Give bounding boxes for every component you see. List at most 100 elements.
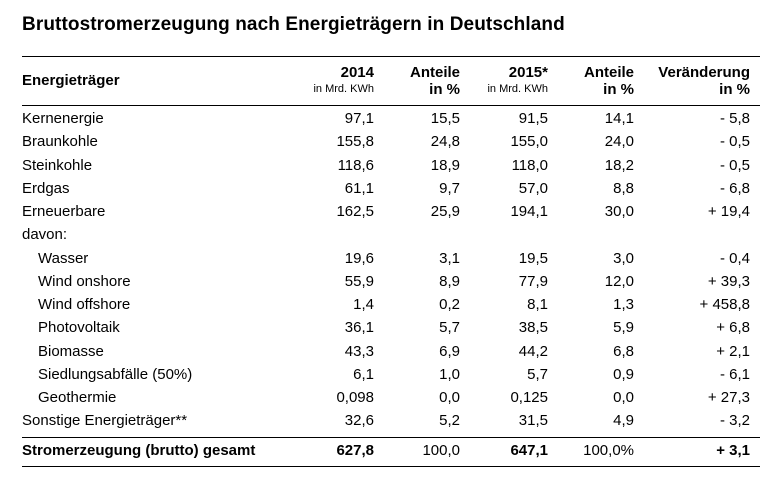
row-change: + 27,3 bbox=[707, 389, 750, 406]
table-row: Sonstige Energieträger** 32,6 5,2 31,5 4,9 - … bbox=[0, 410, 776, 432]
row-label: Kernenergie bbox=[22, 110, 104, 127]
row-anteil-2015: 3,0 bbox=[613, 249, 634, 267]
table-row: Erneuerbare 162,5 25,9 194,1 30,0 + 19,4 bbox=[0, 201, 776, 223]
row-label: Braunkohle bbox=[22, 133, 98, 151]
row-label: Steinkohle bbox=[22, 156, 93, 174]
header-anteile-2015: Anteile in % bbox=[584, 64, 634, 98]
row-change: - 5,8 bbox=[719, 110, 750, 127]
total-2015: 647,1 bbox=[510, 442, 548, 459]
row-anteil-2015: 6,8 bbox=[613, 342, 634, 360]
row-value-2015: 194,1 bbox=[510, 203, 548, 220]
row-anteil-2014: 5,2 bbox=[439, 412, 460, 430]
row-change: + 458,8 bbox=[699, 296, 750, 313]
header-2014-unit: in Mrd. KWh bbox=[313, 83, 374, 95]
row-anteil-2015: 24,0 bbox=[604, 133, 634, 151]
row-anteil-2014: 3,1 bbox=[439, 249, 460, 267]
header-2014: 2014 in Mrd. KWh bbox=[313, 64, 374, 96]
table-row: Steinkohle 118,6 18,9 118,0 18,2 - 0,5 bbox=[0, 155, 776, 177]
table-row: Wind offshore 1,4 0,2 8,1 1,3 + 458,8 bbox=[0, 294, 776, 316]
total-label: Stromerzeugung (brutto) gesamt bbox=[22, 442, 256, 459]
header-veraenderung-line2: in % bbox=[719, 81, 750, 98]
row-value-2014: 97,1 bbox=[344, 110, 374, 127]
row-value-2014: 6,1 bbox=[353, 365, 374, 383]
header-veraenderung-line1: Veränderung bbox=[658, 64, 750, 81]
row-anteil-2015: 30,0 bbox=[604, 203, 634, 220]
row-change: - 0,5 bbox=[719, 133, 750, 151]
row-anteil-2015: 0,9 bbox=[613, 365, 634, 383]
row-anteil-2014: 24,8 bbox=[430, 133, 460, 151]
row-anteil-2015: 5,9 bbox=[613, 319, 634, 337]
row-value-2015: 19,5 bbox=[518, 249, 548, 267]
header-energietraeger: Energieträger bbox=[22, 72, 120, 89]
table-row: davon: bbox=[0, 224, 776, 246]
top-rule bbox=[22, 56, 760, 57]
table-row: Siedlungsabfälle (50%) 6,1 1,0 5,7 0,9 - 6,1 bbox=[0, 364, 776, 386]
row-anteil-2015: 4,9 bbox=[613, 412, 634, 430]
row-anteil-2014: 8,9 bbox=[439, 272, 460, 290]
header-anteile-2014-line2: in % bbox=[429, 81, 460, 98]
row-change: - 6,8 bbox=[719, 179, 750, 197]
row-label: Erdgas bbox=[22, 179, 70, 197]
row-value-2015: 57,0 bbox=[518, 179, 548, 197]
table-row: Geothermie 0,098 0,0 0,125 0,0 + 27,3 bbox=[0, 387, 776, 409]
table-row: Biomasse 43,3 6,9 44,2 6,8 + 2,1 bbox=[0, 341, 776, 363]
table-row: Braunkohle 155,8 24,8 155,0 24,0 - 0,5 bbox=[0, 131, 776, 153]
total-rule bbox=[22, 437, 760, 438]
table-row: Kernenergie 97,1 15,5 91,5 14,1 - 5,8 bbox=[0, 108, 776, 130]
row-value-2014: 19,6 bbox=[344, 249, 374, 267]
row-anteil-2014: 0,2 bbox=[439, 296, 460, 313]
row-value-2014: 61,1 bbox=[344, 179, 374, 197]
row-label: Geothermie bbox=[38, 389, 117, 406]
row-change: + 6,8 bbox=[716, 319, 750, 337]
row-anteil-2015: 8,8 bbox=[613, 179, 634, 197]
row-value-2015: 118,0 bbox=[511, 156, 548, 174]
row-anteil-2015: 14,1 bbox=[604, 110, 634, 127]
header-2015-year: 2015* bbox=[508, 64, 548, 81]
row-change: + 2,1 bbox=[716, 342, 750, 360]
row-value-2015: 8,1 bbox=[527, 296, 548, 313]
row-change: - 3,2 bbox=[719, 412, 750, 430]
row-value-2015: 0,125 bbox=[510, 389, 548, 406]
header-2015-unit: in Mrd. KWh bbox=[487, 83, 548, 95]
row-value-2015: 31,5 bbox=[518, 412, 548, 430]
table-row: Photovoltaik 36,1 5,7 38,5 5,9 + 6,8 bbox=[0, 317, 776, 339]
row-change: + 19,4 bbox=[707, 203, 750, 220]
header-anteile-2014-line1: Anteile bbox=[409, 64, 460, 81]
row-value-2015: 44,2 bbox=[518, 342, 548, 360]
row-value-2014: 32,6 bbox=[344, 412, 374, 430]
row-anteil-2014: 0,0 bbox=[439, 389, 460, 406]
header-rule bbox=[22, 105, 760, 106]
total-change: + 3,1 bbox=[716, 442, 750, 459]
row-anteil-2015: 0,0 bbox=[613, 389, 634, 406]
row-value-2015: 77,9 bbox=[518, 272, 548, 290]
row-value-2014: 118,6 bbox=[337, 156, 374, 174]
header-2014-year: 2014 bbox=[340, 64, 374, 81]
row-anteil-2015: 12,0 bbox=[604, 272, 634, 290]
row-label: Siedlungsabfälle (50%) bbox=[38, 365, 193, 383]
row-change: - 0,5 bbox=[719, 156, 750, 174]
total-anteil-2015: 100,0% bbox=[583, 442, 634, 459]
total-2014: 627,8 bbox=[336, 442, 374, 459]
row-value-2014: 43,3 bbox=[344, 342, 374, 360]
table-row: Wasser 19,6 3,1 19,5 3,0 - 0,4 bbox=[0, 248, 776, 270]
row-value-2014: 0,098 bbox=[336, 389, 374, 406]
row-label: Wind onshore bbox=[38, 272, 131, 290]
row-anteil-2014: 1,0 bbox=[439, 365, 460, 383]
row-anteil-2014: 6,9 bbox=[439, 342, 460, 360]
row-label: Wasser bbox=[38, 249, 89, 267]
row-label: davon: bbox=[22, 226, 68, 244]
row-label: Wind offshore bbox=[38, 296, 131, 313]
header-veraenderung: Veränderung in % bbox=[658, 64, 750, 98]
row-change: + 39,3 bbox=[707, 272, 750, 290]
row-anteil-2014: 5,7 bbox=[439, 319, 460, 337]
row-anteil-2014: 15,5 bbox=[430, 110, 460, 127]
row-value-2015: 5,7 bbox=[527, 365, 548, 383]
row-value-2014: 155,8 bbox=[336, 133, 374, 151]
row-label: Sonstige Energieträger** bbox=[22, 412, 188, 430]
header-2015: 2015* in Mrd. KWh bbox=[487, 64, 548, 96]
row-value-2015: 155,0 bbox=[510, 133, 548, 151]
row-anteil-2015: 18,2 bbox=[604, 156, 634, 174]
row-anteil-2015: 1,3 bbox=[613, 296, 634, 313]
table-row: Erdgas 61,1 9,7 57,0 8,8 - 6,8 bbox=[0, 178, 776, 200]
row-anteil-2014: 25,9 bbox=[430, 203, 460, 220]
